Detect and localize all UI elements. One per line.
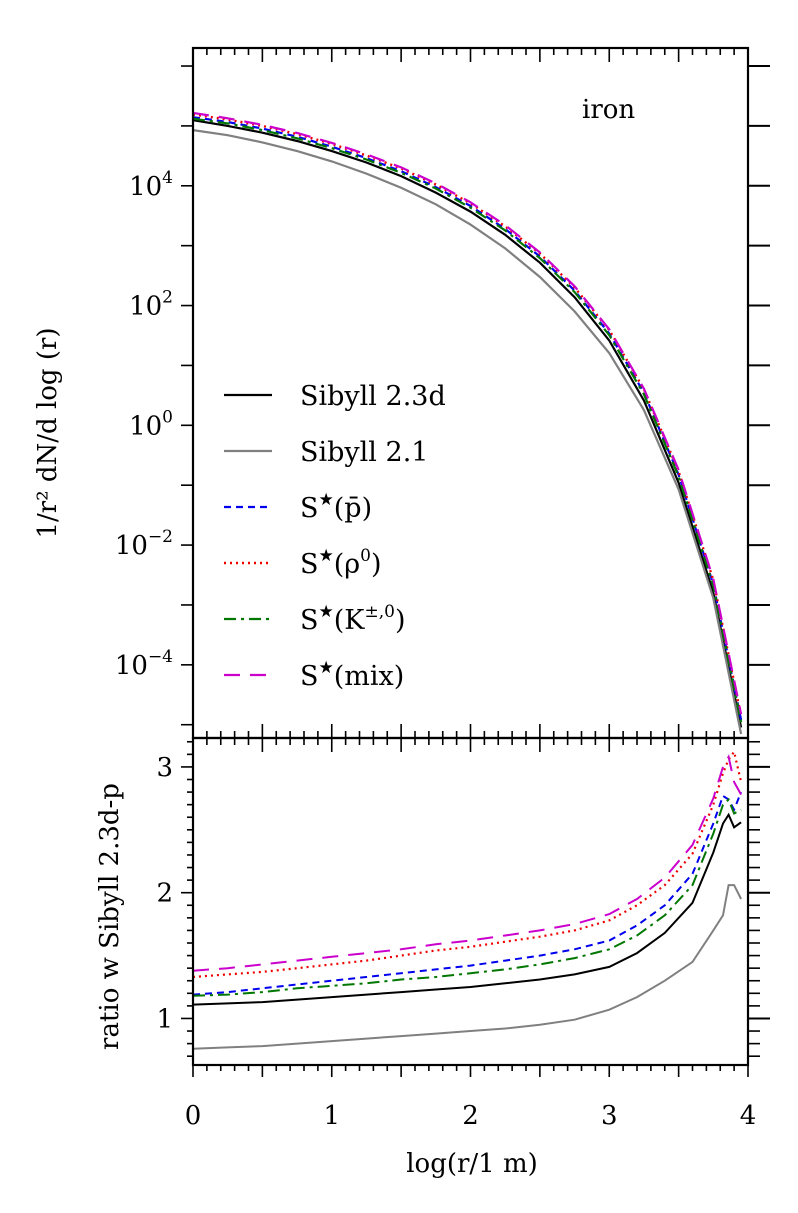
top-series-line-2 [193, 116, 743, 721]
bottom-axis-ticks: 0 1 2 3 4 1 2 3 [156, 738, 770, 1131]
top-y-axis-label: 1/r² dN/d log (r) [33, 327, 63, 538]
top-series-line-5 [193, 111, 743, 715]
bottom-plot-frame [191, 736, 750, 1067]
bottom-y-tick-label-1: 2 [156, 879, 173, 909]
bottom-series-line-5 [193, 754, 742, 972]
bottom-series-line-1 [193, 884, 742, 1050]
bottom-series-line-0 [193, 812, 742, 1006]
top-axis-ticks: 104 102 100 10−2 10−4 [115, 48, 770, 738]
top-y-tick-label-1: 102 [129, 288, 173, 322]
top-series-line-0 [193, 119, 743, 728]
legend-label-4: S★(K±,0) [300, 602, 405, 636]
top-plot-frame [191, 46, 750, 740]
panel-annotation: iron [582, 95, 635, 125]
legend: Sibyll 2.3d Sibyll 2.1 S★(p̄) S★(ρ0) S★(K±,0… [224, 381, 446, 692]
bottom-series-line-2 [193, 791, 743, 996]
bottom-series-lines [193, 749, 743, 1050]
top-y-tick-label-4: 10−4 [115, 647, 173, 681]
legend-label-1: Sibyll 2.1 [300, 437, 428, 468]
top-series-line-4 [193, 117, 743, 723]
x-axis-label: log(r/1 m) [406, 1149, 538, 1179]
x-tick-label-1: 1 [323, 1101, 340, 1131]
legend-label-0: Sibyll 2.3d [300, 381, 446, 412]
legend-label-2: S★(p̄) [300, 490, 372, 524]
x-tick-label-4: 4 [740, 1101, 757, 1131]
top-y-tick-label-0: 104 [129, 168, 173, 202]
top-y-tick-label-2: 100 [129, 407, 173, 441]
top-series-line-1 [193, 129, 743, 735]
x-tick-label-2: 2 [462, 1101, 479, 1131]
bottom-y-tick-label-0: 1 [156, 1004, 173, 1034]
legend-label-3: S★(ρ0) [300, 546, 382, 580]
legend-label-5: S★(mix) [300, 658, 404, 692]
bottom-y-axis-label: ratio w Sibyll 2.3d-p [95, 783, 125, 1050]
top-y-tick-label-3: 10−2 [115, 527, 173, 561]
x-tick-label-0: 0 [185, 1101, 202, 1131]
bottom-series-line-4 [193, 797, 742, 997]
bottom-y-tick-label-2: 3 [156, 753, 173, 783]
bottom-series-line-3 [193, 749, 743, 979]
x-tick-label-3: 3 [601, 1101, 618, 1131]
bottom-panel: 0 1 2 3 4 1 2 3 ratio w Sibyll 2.3d-p log(r/1 m… [95, 736, 770, 1179]
top-series-lines [193, 111, 743, 735]
